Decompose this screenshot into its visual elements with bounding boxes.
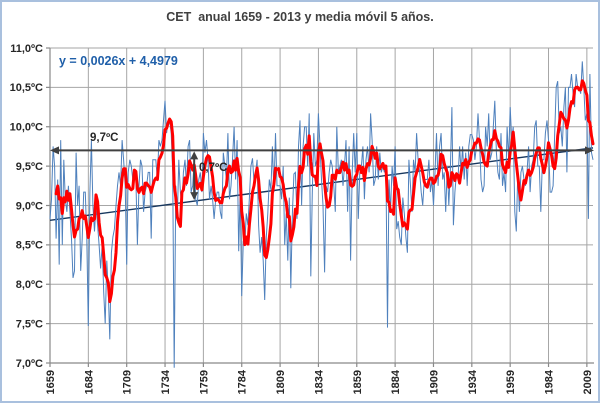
x-tick-label: 2009 xyxy=(582,370,594,394)
delta-arrow-head-top xyxy=(190,151,199,160)
annual-series-line xyxy=(49,61,594,368)
y-tick-label: 11,0ºC xyxy=(10,43,43,55)
range-arrow-head-left xyxy=(50,146,59,155)
x-tick-label: 1884 xyxy=(390,369,402,394)
chart-title: CET anual 1659 - 2013 y media móvil 5 añ… xyxy=(166,10,434,24)
y-tick-label: 7,5ºC xyxy=(16,318,43,330)
y-tick-label: 10,0ºC xyxy=(10,122,43,134)
y-tick-label: 8,0ºC xyxy=(16,279,43,291)
delta-annotation-label: 0,7ºC xyxy=(199,162,228,174)
x-tick-label: 1784 xyxy=(237,369,249,394)
x-tick-label: 1959 xyxy=(505,370,517,394)
y-tick-label: 9,0ºC xyxy=(16,200,43,212)
trendline-equation: y = 0,0026x + 4,4979 xyxy=(59,54,178,68)
delta-arrow-head-bottom xyxy=(190,192,199,201)
x-tick-label: 1909 xyxy=(428,370,440,394)
range-arrow-head-right xyxy=(585,146,594,155)
x-tick-label: 1734 xyxy=(160,369,172,394)
x-tick-label: 1834 xyxy=(313,369,325,394)
x-tick-label: 1984 xyxy=(544,369,556,394)
range-annotation-label: 9,7ºC xyxy=(90,132,119,144)
y-tick-label: 8,5ºC xyxy=(16,240,43,252)
x-tick-label: 1759 xyxy=(198,370,210,394)
x-tick-label: 1934 xyxy=(467,369,479,394)
x-tick-label: 1809 xyxy=(275,370,287,394)
x-tick-label: 1709 xyxy=(122,370,134,394)
x-tick-label: 1859 xyxy=(352,370,364,394)
x-tick-label: 1684 xyxy=(83,369,95,394)
y-tick-label: 7,0ºC xyxy=(16,358,43,370)
y-tick-label: 9,5ºC xyxy=(16,161,43,173)
moving-average-line xyxy=(54,79,595,304)
x-tick-label: 1659 xyxy=(45,370,57,394)
y-tick-label: 10,5ºC xyxy=(10,82,43,94)
